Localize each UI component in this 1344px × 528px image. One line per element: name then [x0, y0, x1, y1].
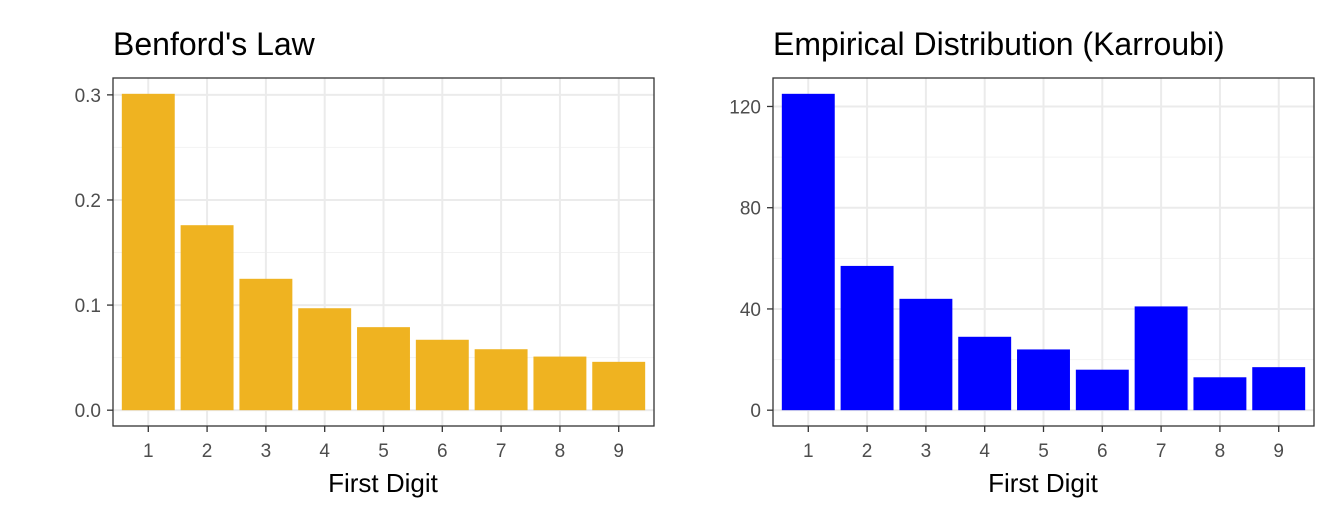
x-tick-label: 8	[1215, 441, 1226, 462]
bar-digit-5	[357, 327, 410, 411]
y-tick-label: 0	[750, 401, 761, 422]
bar-digit-8	[1193, 377, 1247, 411]
x-tick-label: 2	[202, 441, 213, 462]
y-tick-label: 80	[740, 199, 761, 220]
chart-title: Empirical Distribution (Karroubi)	[773, 26, 1225, 62]
x-tick-label: 5	[1038, 441, 1049, 462]
bar-digit-2	[180, 225, 234, 411]
x-tick-label: 6	[437, 441, 448, 462]
y-tick-label: 0.1	[75, 296, 101, 317]
x-tick-label: 6	[1097, 441, 1108, 462]
empirical-distribution-chart: 0 40 80 120 1 2 3 4 5 6 7 8 9 Empirical Distribution …	[729, 26, 1315, 498]
x-axis-title: First Digit	[328, 468, 439, 498]
x-tick-label: 9	[1273, 441, 1284, 462]
bar-digit-9	[1252, 367, 1306, 411]
y-tick-label: 0.3	[75, 86, 101, 107]
x-tick-label: 5	[378, 441, 389, 462]
x-tick-label: 3	[921, 441, 932, 462]
x-tick-label: 4	[319, 441, 330, 462]
bar-digit-2	[840, 265, 894, 411]
x-tick-label: 2	[862, 441, 873, 462]
x-tick-label: 3	[261, 441, 272, 462]
x-axis-title: First Digit	[988, 468, 1099, 498]
x-tick-label: 4	[979, 441, 990, 462]
y-tick-label: 0.0	[75, 401, 101, 422]
bar-digit-1	[121, 93, 175, 411]
x-tick-label: 8	[555, 441, 566, 462]
bar-digit-8	[533, 356, 587, 411]
x-tick-label: 7	[1156, 441, 1167, 462]
y-tick-label: 40	[740, 300, 761, 321]
y-tick-label: 120	[729, 97, 761, 118]
x-tick-label: 1	[803, 441, 814, 462]
bar-digit-7	[1134, 306, 1188, 411]
x-tick-label: 9	[613, 441, 624, 462]
bar-digit-3	[239, 278, 293, 411]
bar-digit-9	[592, 361, 646, 411]
bar-digit-7	[474, 349, 528, 411]
y-tick-label: 0.2	[75, 191, 101, 212]
x-tick-label: 1	[143, 441, 154, 462]
x-tick-label: 7	[496, 441, 507, 462]
bar-digit-1	[781, 93, 835, 411]
bar-digit-3	[899, 298, 953, 411]
benford-law-chart: 0.0 0.1 0.2 0.3 1 2 3 4 5 6 7 8 9 Benford's Law First …	[75, 26, 655, 498]
bar-digit-5	[1017, 349, 1070, 411]
bar-digit-6	[1075, 369, 1129, 411]
bar-digit-4	[958, 336, 1012, 411]
bar-digit-4	[298, 308, 352, 411]
bar-digit-6	[415, 339, 469, 411]
chart-title: Benford's Law	[113, 26, 316, 62]
